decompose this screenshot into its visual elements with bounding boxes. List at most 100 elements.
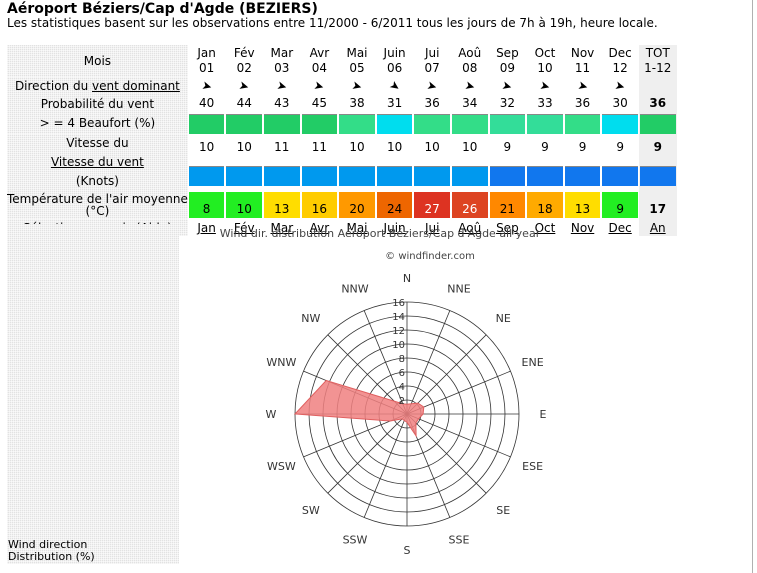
- total-header: TOT 1-12: [638, 45, 677, 77]
- speed-bars-row: [7, 161, 677, 191]
- temperature-value: 26: [451, 192, 488, 218]
- speed-bar: [264, 166, 300, 187]
- month-link-07[interactable]: Jui: [424, 220, 440, 235]
- direction-label: N: [403, 272, 411, 285]
- month-link-11[interactable]: Nov: [570, 220, 595, 235]
- month-number: 08: [462, 61, 478, 75]
- probability-total: 36: [638, 94, 677, 113]
- month-link-09[interactable]: Sep: [496, 220, 519, 235]
- probability-value: 43: [263, 94, 301, 113]
- speed-bar: [527, 166, 563, 187]
- dominant-wind-link[interactable]: vent dominant: [92, 78, 180, 93]
- direction-label: NW: [301, 312, 320, 325]
- direction-label: SW: [302, 504, 320, 517]
- month-select-cell: Avr: [300, 219, 339, 236]
- temperature-value: 20: [339, 192, 375, 218]
- probability-value: 30: [601, 94, 639, 113]
- month-link-10[interactable]: Oct: [534, 220, 556, 235]
- page-subtitle: Les statistiques basent sur les observat…: [7, 16, 658, 30]
- probability-value: 34: [450, 94, 489, 113]
- month-link-02[interactable]: Fév: [233, 220, 255, 235]
- month-select-cell: Mar: [263, 219, 301, 236]
- direction-cell: ➤: [263, 77, 301, 94]
- month-link-04[interactable]: Avr: [309, 220, 330, 235]
- speed-value: 10: [338, 134, 376, 162]
- direction-label: Direction du vent dominant: [7, 77, 188, 94]
- probability-bar-cell: [375, 113, 414, 134]
- month-select-cell: Jui: [413, 219, 451, 236]
- wind-rose-ring-labels: 2 4 6 8 10 12 14 16: [392, 298, 405, 407]
- temperature-cell: 21: [488, 191, 527, 219]
- month-header: Aoû 08: [450, 45, 489, 77]
- speed-bar-cell: [601, 161, 639, 191]
- month-link-01[interactable]: Jan: [197, 220, 216, 235]
- rose-spoke: [363, 413, 408, 518]
- speed-value: 9: [601, 134, 639, 162]
- temperature-value: 13: [564, 192, 601, 218]
- speed-value: 10: [187, 134, 226, 162]
- probability-bar: [414, 113, 450, 134]
- direction-cell: ➤: [563, 77, 602, 94]
- wind-rose-credit: © windfinder.com: [385, 251, 475, 262]
- month-select-cell: Aoû: [450, 219, 489, 236]
- probability-bar-cell: [450, 113, 489, 134]
- month-link-12[interactable]: Dec: [608, 220, 632, 235]
- speed-label-line1: Vitesse du: [66, 136, 129, 150]
- speed-total-bar-cell: [638, 161, 677, 191]
- speed-bar-cell: [488, 161, 527, 191]
- speed-bar-cell: [563, 161, 602, 191]
- speed-bar: [339, 166, 375, 187]
- rose-spoke: [327, 413, 408, 494]
- month-name: Mai: [346, 46, 368, 60]
- speed-bar-cell: [375, 161, 414, 191]
- distribution-label: Wind direction Distribution (%): [8, 539, 95, 563]
- temperature-cell: 9: [601, 191, 639, 219]
- direction-label: NNE: [447, 282, 470, 295]
- right-divider: [752, 0, 753, 573]
- month-select-cell: Dec: [601, 219, 639, 236]
- wind-arrow-icon: ➤: [538, 77, 552, 94]
- month-header: Mar 03: [263, 45, 301, 77]
- direction-cell: ➤: [413, 77, 451, 94]
- temperature-value: 24: [376, 192, 413, 218]
- month-name: Aoû: [458, 46, 482, 60]
- temperature-label: Température de l'air moyenne (°C): [7, 191, 188, 219]
- direction-label: ESE: [522, 460, 543, 473]
- month-number: 11: [574, 61, 591, 75]
- temperature-value: 21: [489, 192, 526, 218]
- direction-label: W: [266, 408, 277, 421]
- direction-label: WSW: [267, 460, 296, 473]
- probability-value: 36: [413, 94, 451, 113]
- total-range: 1-12: [644, 61, 672, 75]
- wind-speed-link[interactable]: Vitesse du vent: [50, 155, 144, 169]
- temperature-label-line2: (°C): [85, 204, 110, 218]
- speed-bar: [188, 166, 225, 187]
- month-link-06[interactable]: Juin: [383, 220, 406, 235]
- distribution-label-line1: Wind direction: [8, 538, 88, 551]
- wind-rose-polygon-group: [293, 379, 425, 438]
- temperature-cell: 18: [526, 191, 564, 219]
- month-link-05[interactable]: Mai: [346, 220, 368, 235]
- temperature-cell: 24: [375, 191, 414, 219]
- direction-total-cell: [638, 77, 677, 94]
- speed-label: Vitesse du Vitesse du vent (Knots): [7, 134, 188, 191]
- month-link-08[interactable]: Aoû: [458, 220, 482, 235]
- speed-bar: [376, 166, 413, 187]
- probability-bar-cell: [563, 113, 602, 134]
- temperature-row: Température de l'air moyenne (°C) 8 10 13 1…: [7, 191, 677, 219]
- month-header: Dec 12: [601, 45, 639, 77]
- temperature-cell: 13: [263, 191, 301, 219]
- speed-bar-cell: [300, 161, 339, 191]
- direction-label: NE: [496, 312, 511, 325]
- probability-value: 36: [563, 94, 602, 113]
- year-link[interactable]: An: [649, 220, 666, 235]
- month-number: 01: [198, 61, 215, 75]
- month-link-03[interactable]: Mar: [270, 220, 294, 235]
- speed-value: 9: [526, 134, 564, 162]
- speed-bar: [564, 166, 601, 187]
- direction-label: NNW: [341, 282, 368, 295]
- speed-bar: [226, 166, 263, 187]
- probability-bar: [226, 113, 263, 134]
- page-title: Aéroport Béziers/Cap d'Agde (BEZIERS): [7, 1, 318, 17]
- temperature-value: 9: [602, 192, 638, 218]
